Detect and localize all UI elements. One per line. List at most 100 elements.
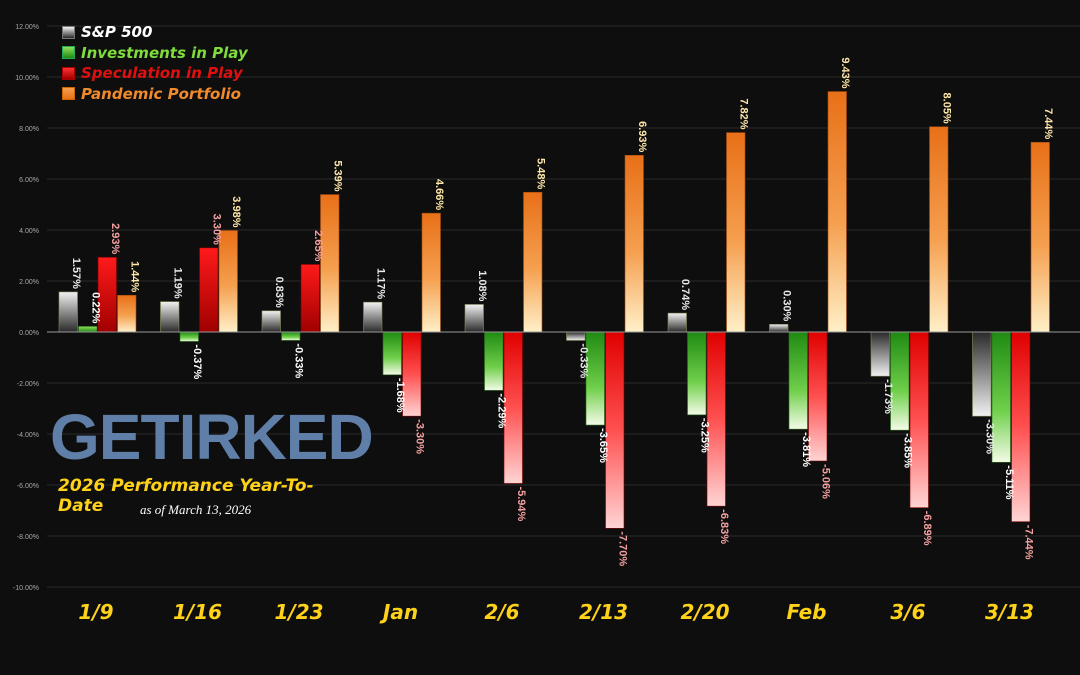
bar-pandemic (827, 91, 847, 333)
value-label-sp500: 0.30% (780, 290, 792, 321)
value-label-sp500: -3.30% (983, 419, 995, 454)
bar-pandemic (929, 126, 949, 333)
value-label-investments: -1.68% (394, 378, 406, 413)
category-label: Jan (379, 600, 418, 624)
value-label-speculation: -3.30% (413, 419, 425, 454)
category-label: 2/6 (484, 600, 519, 624)
bar-speculation (199, 247, 219, 333)
bar-investments (78, 326, 98, 333)
category-label: 1/9 (78, 600, 113, 624)
legend-swatch-pandemic (62, 87, 75, 101)
bar-sp500 (972, 331, 992, 417)
bar-sp500 (769, 324, 789, 333)
value-label-speculation: -5.94% (515, 486, 527, 521)
value-label-speculation: -7.70% (616, 531, 628, 566)
legend-swatch-sp500 (62, 25, 75, 39)
category-label: 1/23 (274, 600, 323, 624)
y-tick-label: -2.00% (17, 381, 39, 388)
legend-item-speculation: Speculation in Play (62, 63, 248, 84)
value-label-pandemic: 1.44% (128, 261, 140, 292)
chart-title: 2026 Performance Year-To-Date (58, 476, 314, 516)
bar-sp500 (464, 304, 484, 333)
category-label: 2/13 (579, 600, 628, 624)
value-label-sp500: 1.57% (70, 258, 82, 289)
value-label-sp500: 1.17% (374, 268, 386, 299)
value-label-speculation: 2.65% (312, 230, 324, 261)
value-label-sp500: 1.19% (171, 267, 183, 298)
value-label-pandemic: 5.39% (331, 160, 343, 191)
value-label-investments: -3.65% (597, 428, 609, 463)
value-label-investments: -0.33% (292, 343, 304, 378)
value-label-sp500: -0.33% (577, 343, 589, 378)
bar-pandemic (624, 154, 644, 333)
value-label-pandemic: 7.82% (737, 98, 749, 129)
y-tick-label: 10.00% (15, 75, 39, 82)
brand-logo: GETIRKED (50, 401, 374, 473)
value-label-sp500: 0.74% (679, 279, 691, 310)
y-tick-label: 8.00% (19, 126, 39, 133)
value-label-speculation: -5.06% (819, 464, 831, 499)
value-label-pandemic: 4.66% (433, 179, 445, 210)
y-tick-label: -4.00% (17, 432, 39, 439)
y-tick-label: 0.00% (19, 330, 39, 337)
value-label-pandemic: 9.43% (839, 57, 851, 88)
value-label-sp500: 1.08% (476, 270, 488, 301)
legend-label-sp500: S&P 500 (81, 23, 153, 42)
y-tick-label: -8.00% (17, 534, 39, 541)
value-label-sp500: 0.83% (273, 277, 285, 308)
category-label: 3/13 (985, 600, 1034, 624)
bar-sp500 (58, 291, 78, 333)
bar-sp500 (261, 310, 281, 333)
bar-pandemic (523, 191, 543, 333)
category-label: 2/20 (680, 600, 729, 624)
bar-pandemic (726, 132, 746, 333)
bar-pandemic (421, 212, 441, 333)
legend-swatch-investments (62, 46, 75, 60)
bar-speculation (909, 331, 929, 508)
y-tick-label: 4.00% (19, 228, 39, 235)
value-label-pandemic: 6.93% (636, 121, 648, 152)
value-label-speculation: 3.30% (210, 214, 222, 245)
legend-item-investments: Investments in Play (62, 43, 248, 64)
bar-investments (484, 331, 504, 391)
bar-pandemic (320, 194, 340, 333)
value-label-speculation: 2.93% (109, 223, 121, 254)
bar-investments (179, 331, 199, 342)
value-label-sp500: -1.73% (882, 379, 894, 414)
chart-legend: S&P 500 Investments in Play Speculation … (62, 22, 248, 104)
value-label-investments: 0.22% (89, 292, 101, 323)
bar-investments (281, 331, 301, 341)
bar-speculation (300, 264, 320, 333)
y-tick-label: 6.00% (19, 177, 39, 184)
brand-logo-text: GETIRKED (50, 401, 374, 473)
value-label-speculation: -6.89% (921, 511, 933, 546)
value-label-pandemic: 5.48% (534, 158, 546, 189)
value-label-investments: -2.29% (495, 393, 507, 428)
value-label-investments: -3.85% (901, 433, 913, 468)
value-label-pandemic: 3.98% (230, 196, 242, 227)
bar-sp500 (566, 331, 586, 341)
bar-sp500 (667, 312, 687, 333)
bar-sp500 (160, 301, 180, 333)
value-label-pandemic: 8.05% (940, 93, 952, 124)
y-tick-label: 12.00% (15, 24, 39, 31)
bar-investments (687, 331, 707, 416)
bar-pandemic (218, 230, 238, 333)
bar-investments (382, 331, 402, 376)
legend-label-speculation: Speculation in Play (81, 64, 243, 83)
y-tick-label: -10.00% (13, 585, 39, 592)
category-label: 3/6 (890, 600, 925, 624)
legend-item-pandemic: Pandemic Portfolio (62, 84, 248, 105)
value-label-pandemic: 7.44% (1042, 108, 1054, 139)
bar-sp500 (363, 301, 383, 333)
bar-investments (788, 331, 808, 430)
value-label-investments: -3.25% (698, 418, 710, 453)
category-label: 1/16 (173, 600, 222, 624)
value-label-investments: -3.81% (800, 432, 812, 467)
bar-sp500 (870, 331, 890, 377)
category-label: Feb (787, 600, 827, 624)
value-label-speculation: -6.83% (718, 509, 730, 544)
y-tick-label: 2.00% (19, 279, 39, 286)
legend-swatch-speculation (62, 66, 75, 80)
